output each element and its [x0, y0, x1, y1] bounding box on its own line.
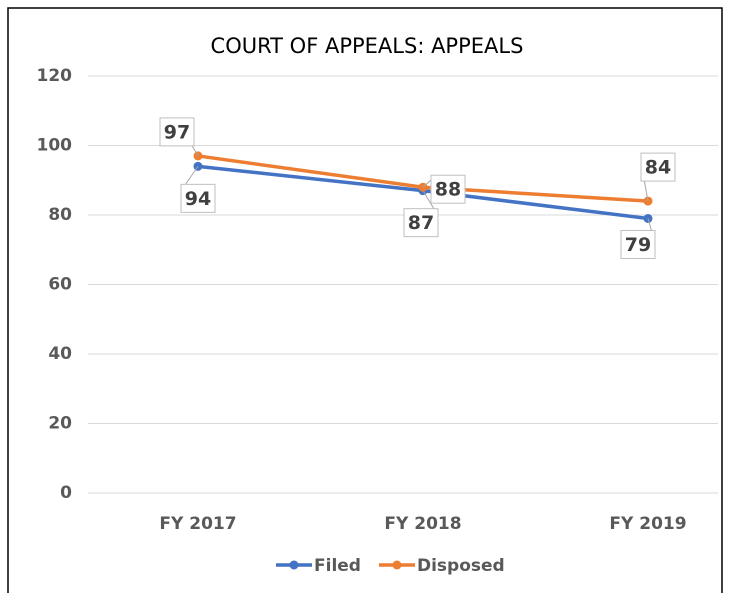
- y-tick-label: 60: [48, 275, 72, 295]
- y-tick-label: 80: [48, 205, 72, 225]
- y-tick-label: 40: [48, 344, 72, 364]
- data-label: 84: [645, 157, 671, 179]
- data-label-box: [403, 208, 439, 238]
- legend-marker: [289, 560, 299, 570]
- data-label-box: [640, 152, 676, 182]
- data-label-box: [620, 229, 656, 259]
- y-tick-label: 120: [37, 66, 73, 86]
- data-label: 94: [185, 188, 211, 210]
- data-label: 79: [625, 234, 651, 256]
- leader-line: [643, 179, 649, 202]
- x-tick-label: FY 2019: [609, 514, 686, 534]
- leader-line: [183, 166, 199, 187]
- data-label: 97: [164, 121, 190, 143]
- data-label-box: [159, 117, 195, 147]
- data-label: 88: [435, 179, 461, 201]
- data-label-box: [430, 174, 466, 204]
- leader-line: [422, 190, 436, 211]
- chart-title: COURT OF APPEALS: APPEALS: [211, 34, 524, 58]
- legend-marker: [392, 560, 402, 570]
- y-tick-label: 20: [48, 414, 72, 434]
- y-tick-label: 100: [37, 136, 73, 156]
- x-tick-label: FY 2017: [159, 514, 236, 534]
- data-label-box: [180, 183, 216, 213]
- legend-label: Disposed: [417, 556, 505, 576]
- x-tick-label: FY 2018: [384, 514, 461, 534]
- y-tick-label: 0: [60, 483, 72, 503]
- legend-label: Filed: [314, 556, 361, 576]
- chart-border: [7, 7, 723, 593]
- data-label: 87: [408, 212, 434, 234]
